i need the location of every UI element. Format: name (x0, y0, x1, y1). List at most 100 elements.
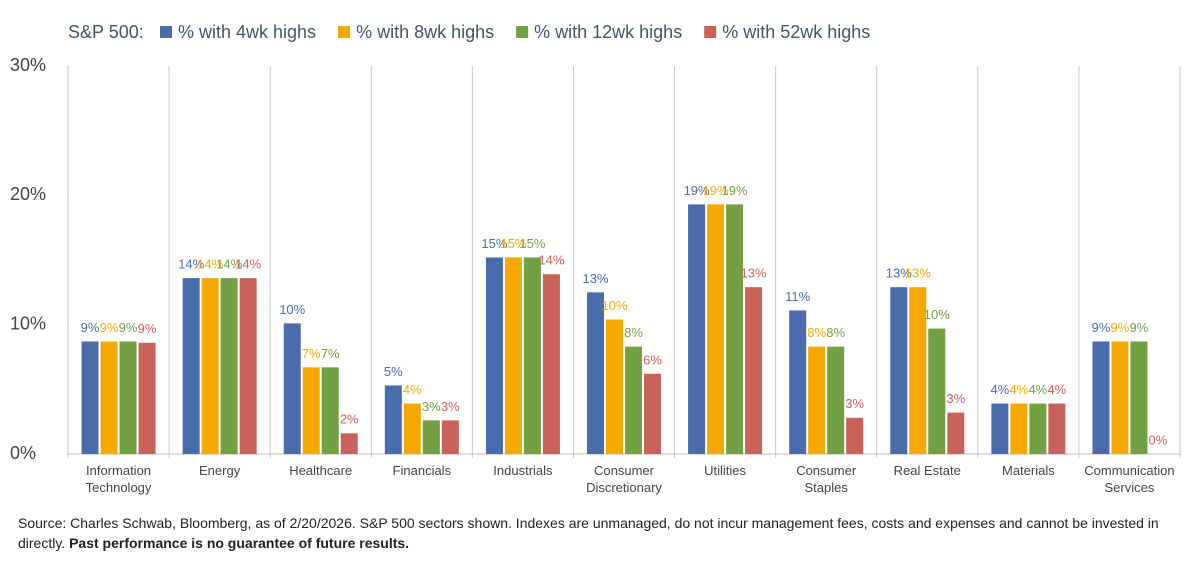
bar (808, 346, 826, 454)
x-tick-label: Information Technology (85, 463, 152, 495)
value-label: 13% (886, 266, 912, 281)
bar (1130, 341, 1148, 454)
bar (1092, 341, 1110, 454)
value-label: 14% (178, 257, 204, 272)
value-label: 11% (785, 289, 810, 304)
bar (119, 341, 137, 454)
value-label: 19% (722, 183, 748, 198)
value-label: 3% (845, 396, 864, 411)
value-label: 4% (1009, 382, 1028, 397)
bar (625, 346, 642, 454)
bar (283, 323, 301, 454)
bar (644, 373, 661, 454)
value-label: 4% (1028, 382, 1047, 397)
bar (688, 204, 706, 454)
value-label: 0% (1149, 432, 1168, 447)
value-label: 4% (1047, 382, 1066, 397)
bar (846, 417, 864, 454)
value-label: 8% (624, 325, 643, 340)
bar (726, 204, 744, 454)
value-label: 8% (807, 325, 826, 340)
value-label: 14% (197, 257, 223, 272)
x-tick-label: Utilities (704, 463, 747, 478)
bar (707, 204, 725, 454)
x-tick-label: Energy (199, 463, 241, 478)
bar (745, 287, 763, 454)
x-tick-label: Financials (392, 463, 452, 478)
value-label: 3% (422, 399, 441, 414)
value-label: 9% (1092, 320, 1111, 335)
legend-title: S&P 500: (68, 22, 144, 42)
bar (1048, 403, 1066, 454)
bar (201, 278, 219, 454)
bar (182, 278, 200, 454)
x-tick-label: Communication Services (1084, 463, 1175, 495)
bar (220, 278, 238, 454)
source-bold: Past performance is no guarantee of futu… (69, 535, 410, 551)
value-label: 9% (1130, 320, 1149, 335)
value-label: 2% (340, 412, 359, 427)
bar (302, 367, 320, 454)
bar (909, 287, 927, 454)
value-label: 10% (924, 307, 950, 322)
y-tick-label: 30% (10, 55, 46, 75)
bar (1029, 403, 1047, 454)
value-label: 6% (643, 352, 662, 367)
value-label: 15% (481, 236, 507, 251)
bar (542, 274, 560, 454)
bar (827, 346, 845, 454)
bar (789, 310, 807, 454)
bar (422, 420, 440, 454)
bar (928, 328, 946, 454)
legend-swatch (704, 26, 717, 38)
value-label: 9% (1111, 320, 1130, 335)
bar (384, 385, 402, 454)
legend-label: % with 52wk highs (722, 22, 870, 42)
legend-swatch (516, 26, 529, 38)
value-label: 9% (81, 320, 100, 335)
bar (239, 278, 257, 454)
y-tick-label: 10% (10, 313, 46, 333)
value-label: 8% (826, 325, 845, 340)
value-label: 10% (601, 298, 627, 313)
legend-swatch (160, 26, 172, 38)
bar (890, 287, 908, 454)
bar (587, 292, 604, 454)
value-label: 15% (500, 236, 526, 251)
value-label: 3% (441, 399, 460, 414)
x-tick-label: Materials (1001, 463, 1055, 478)
x-tick-label: Industrials (493, 463, 553, 478)
value-label: 14% (235, 257, 261, 272)
bar (138, 342, 156, 454)
value-label: 4% (990, 382, 1009, 397)
bar (403, 403, 421, 454)
x-tick-label: Consumer Staples (796, 463, 857, 495)
bar (523, 257, 541, 454)
value-label: 7% (302, 346, 321, 361)
legend-label: % with 12wk highs (534, 22, 682, 42)
footnote: Source: Charles Schwab, Bloomberg, as of… (18, 513, 1168, 553)
value-label: 7% (321, 346, 340, 361)
value-label: 10% (279, 302, 305, 317)
bar (441, 420, 459, 454)
value-label: 5% (384, 364, 403, 379)
value-label: 13% (582, 271, 608, 286)
bar (991, 403, 1009, 454)
x-tick-label: Consumer Discretionary (586, 463, 662, 495)
x-tick-label: Healthcare (289, 463, 353, 478)
bar (340, 433, 358, 454)
legend-label: % with 8wk highs (356, 22, 494, 42)
y-tick-label: 20% (10, 184, 46, 204)
legend-label: % with 4wk highs (178, 22, 316, 42)
value-label: 9% (100, 320, 119, 335)
x-tick-label: Real Estate (893, 463, 961, 478)
value-label: 19% (703, 183, 729, 198)
value-label: 9% (138, 321, 157, 336)
bar (1111, 341, 1129, 454)
value-label: 9% (119, 320, 138, 335)
bar (947, 412, 965, 454)
legend-swatch (338, 26, 351, 38)
bar (321, 367, 339, 454)
